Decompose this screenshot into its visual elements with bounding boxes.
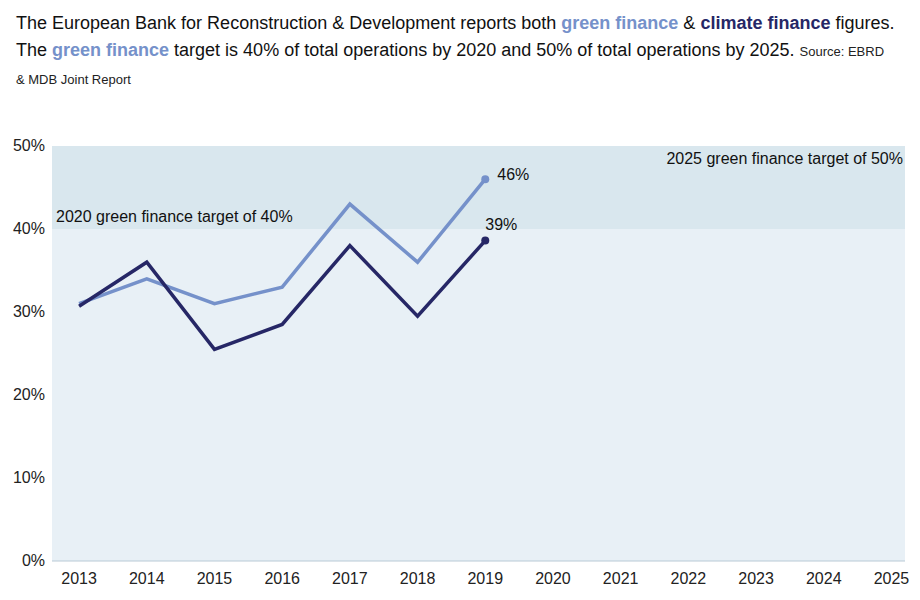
x-tick-label: 2015 <box>197 570 233 587</box>
x-tick-label: 2020 <box>535 570 571 587</box>
x-tick-label: 2019 <box>467 570 503 587</box>
y-tick-label: 10% <box>13 469 45 486</box>
target-label: 2020 green finance target of 40% <box>56 208 293 225</box>
x-tick-label: 2024 <box>806 570 842 587</box>
y-tick-label: 0% <box>22 552 45 569</box>
legend-entry: climate finance <box>700 13 830 33</box>
x-tick-label: 2016 <box>264 570 300 587</box>
x-tick-label: 2017 <box>332 570 368 587</box>
legend-entry: green finance <box>52 40 169 60</box>
x-tick-label: 2025 <box>874 570 910 587</box>
plot-area <box>52 146 905 561</box>
y-tick-label: 30% <box>13 303 45 320</box>
series-line <box>79 241 485 350</box>
series-line <box>79 179 485 304</box>
target-label: 2025 green finance target of 50% <box>666 150 903 167</box>
x-tick-label: 2013 <box>61 570 97 587</box>
x-axis-line <box>52 561 905 562</box>
end-marker <box>481 237 489 245</box>
legend-entry: green finance <box>561 13 678 33</box>
x-tick-label: 2014 <box>129 570 165 587</box>
y-tick-label: 50% <box>13 137 45 154</box>
series-group <box>79 175 489 349</box>
x-tick-label: 2022 <box>671 570 707 587</box>
end-marker <box>481 175 489 183</box>
chart: 2020 green finance target of 40% 2025 gre… <box>0 0 920 600</box>
title: The European Bank for Reconstruction & D… <box>16 10 896 93</box>
y-tick-label: 40% <box>13 220 45 237</box>
x-tick-label: 2021 <box>603 570 639 587</box>
title-text: The European Bank for Reconstruction & D… <box>16 13 894 60</box>
data-label: 46% <box>497 166 529 183</box>
data-label: 39% <box>485 216 517 233</box>
x-tick-label: 2023 <box>738 570 774 587</box>
y-tick-label: 20% <box>13 386 45 403</box>
x-tick-label: 2018 <box>400 570 436 587</box>
